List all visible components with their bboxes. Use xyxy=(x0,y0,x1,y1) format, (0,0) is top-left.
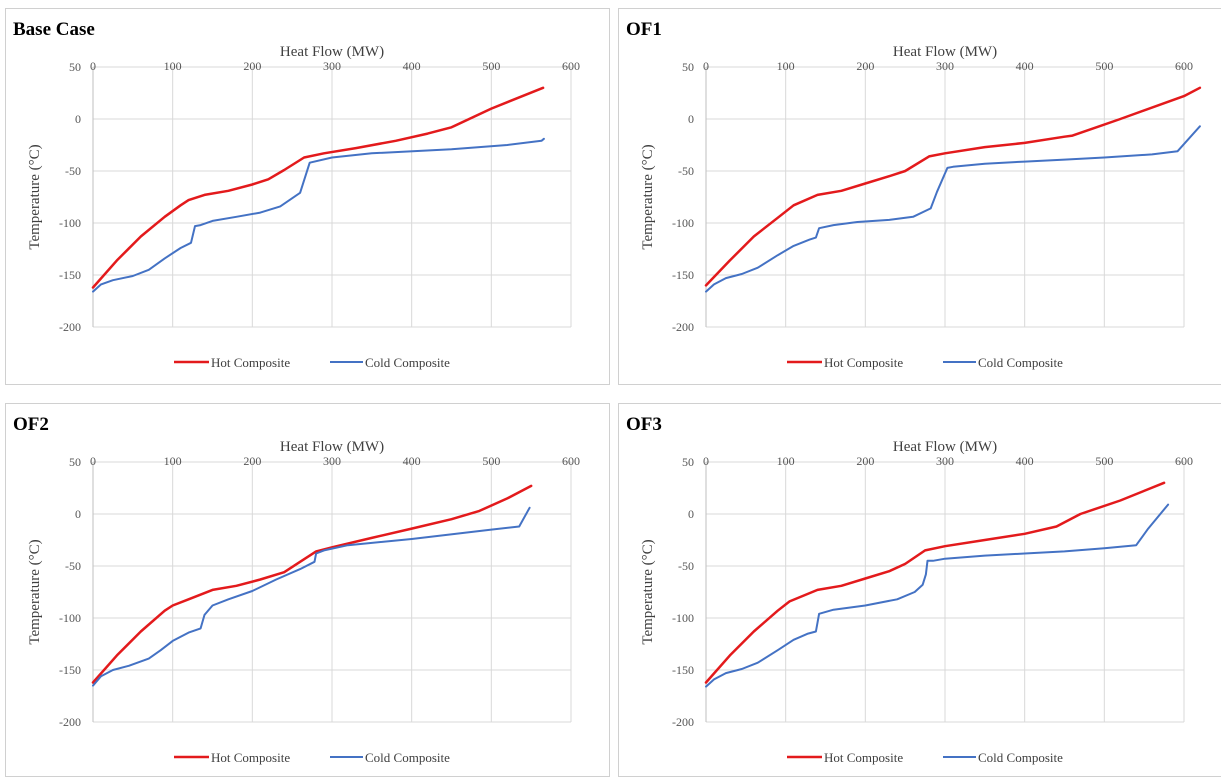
y-tick-label: 50 xyxy=(69,60,81,74)
x-tick-label: 300 xyxy=(323,59,341,73)
y-tick-label: -100 xyxy=(59,216,81,230)
hot-composite-line xyxy=(704,86,1202,287)
legend-hot-label: Hot Composite xyxy=(211,750,290,765)
x-tick-label: 200 xyxy=(243,59,261,73)
x-tick-label: 400 xyxy=(1016,454,1034,468)
y-tick-label: -150 xyxy=(672,663,694,677)
x-tick-label: 600 xyxy=(1175,454,1193,468)
y-axis-title: Temperature (°C) xyxy=(640,144,656,249)
y-tick-label: -200 xyxy=(672,715,694,729)
x-tick-label: 200 xyxy=(856,59,874,73)
x-tick-label: 400 xyxy=(403,59,421,73)
legend-cold-label: Cold Composite xyxy=(365,355,450,370)
x-tick-label: 100 xyxy=(777,59,795,73)
y-tick-label: -50 xyxy=(678,559,694,573)
y-tick-label: 50 xyxy=(682,455,694,469)
y-tick-label: 0 xyxy=(688,507,694,521)
y-tick-label: -100 xyxy=(59,611,81,625)
y-tick-label: 0 xyxy=(688,112,694,126)
y-tick-label: -150 xyxy=(59,268,81,282)
chart-title: OF1 xyxy=(626,19,662,40)
y-tick-label: -200 xyxy=(59,715,81,729)
x-tick-label: 100 xyxy=(164,454,182,468)
legend-cold-label: Cold Composite xyxy=(365,750,450,765)
y-tick-label: -50 xyxy=(678,164,694,178)
x-tick-label: 400 xyxy=(403,454,421,468)
x-tick-label: 500 xyxy=(1095,454,1113,468)
x-tick-label: 100 xyxy=(164,59,182,73)
x-axis-title: Heat Flow (MW) xyxy=(280,439,384,455)
legend-hot-label: Hot Composite xyxy=(824,750,903,765)
x-axis-title: Heat Flow (MW) xyxy=(893,44,997,60)
x-tick-label: 500 xyxy=(1095,59,1113,73)
y-tick-label: 0 xyxy=(75,112,81,126)
y-tick-label: 0 xyxy=(75,507,81,521)
x-tick-label: 100 xyxy=(777,454,795,468)
cold-composite-line xyxy=(705,125,1201,293)
chart-title: Base Case xyxy=(13,19,95,40)
x-tick-label: 300 xyxy=(936,59,954,73)
chart-title: OF3 xyxy=(626,414,662,435)
y-axis-title: Temperature (°C) xyxy=(27,539,43,644)
y-tick-label: -200 xyxy=(672,320,694,334)
y-axis-title: Temperature (°C) xyxy=(640,539,656,644)
x-tick-label: 500 xyxy=(482,59,500,73)
cold-composite-line xyxy=(92,506,531,687)
chart-title: OF2 xyxy=(13,414,49,435)
chart-panel-of3: OF3 0 100 200 300 400 500 600 50 0 -50 -100 -150 -200… xyxy=(618,403,1221,777)
x-tick-label: 0 xyxy=(703,59,709,73)
x-tick-label: 200 xyxy=(243,454,261,468)
y-tick-label: -100 xyxy=(672,611,694,625)
x-axis-title: Heat Flow (MW) xyxy=(280,44,384,60)
x-tick-label: 300 xyxy=(936,454,954,468)
hot-composite-line xyxy=(91,86,545,289)
x-tick-label: 500 xyxy=(482,454,500,468)
legend-hot-label: Hot Composite xyxy=(211,355,290,370)
x-tick-label: 400 xyxy=(1016,59,1034,73)
chart-panel-of2: OF2 0 100 200 300 400 500 600 50 0 -50 -100 -150 -200… xyxy=(5,403,610,777)
chart-panel-base-case: Base Case 0 100 200 300 400 500 600 50 0 -50 -100 -1… xyxy=(5,8,610,385)
legend-cold-label: Cold Composite xyxy=(978,750,1063,765)
hot-composite-line xyxy=(704,481,1166,684)
cold-composite-line xyxy=(705,503,1170,688)
chart-panel-of1: OF1 0 100 200 300 400 500 600 50 0 -50 -100 -150 -200… xyxy=(618,8,1221,385)
x-tick-label: 0 xyxy=(90,59,96,73)
y-tick-label: -200 xyxy=(59,320,81,334)
x-tick-label: 600 xyxy=(562,454,580,468)
hot-composite-line xyxy=(91,484,533,684)
x-axis-title: Heat Flow (MW) xyxy=(893,439,997,455)
y-tick-label: 50 xyxy=(682,60,694,74)
x-tick-label: 0 xyxy=(90,454,96,468)
y-tick-label: -150 xyxy=(672,268,694,282)
y-tick-label: 50 xyxy=(69,455,81,469)
y-tick-label: -50 xyxy=(65,164,81,178)
x-tick-label: 300 xyxy=(323,454,341,468)
cold-composite-line xyxy=(92,137,545,293)
y-axis-title: Temperature (°C) xyxy=(27,144,43,249)
x-tick-label: 600 xyxy=(1175,59,1193,73)
y-tick-label: -100 xyxy=(672,216,694,230)
legend-cold-label: Cold Composite xyxy=(978,355,1063,370)
legend-hot-label: Hot Composite xyxy=(824,355,903,370)
x-tick-label: 200 xyxy=(856,454,874,468)
x-tick-label: 600 xyxy=(562,59,580,73)
x-tick-label: 0 xyxy=(703,454,709,468)
y-tick-label: -50 xyxy=(65,559,81,573)
y-tick-label: -150 xyxy=(59,663,81,677)
